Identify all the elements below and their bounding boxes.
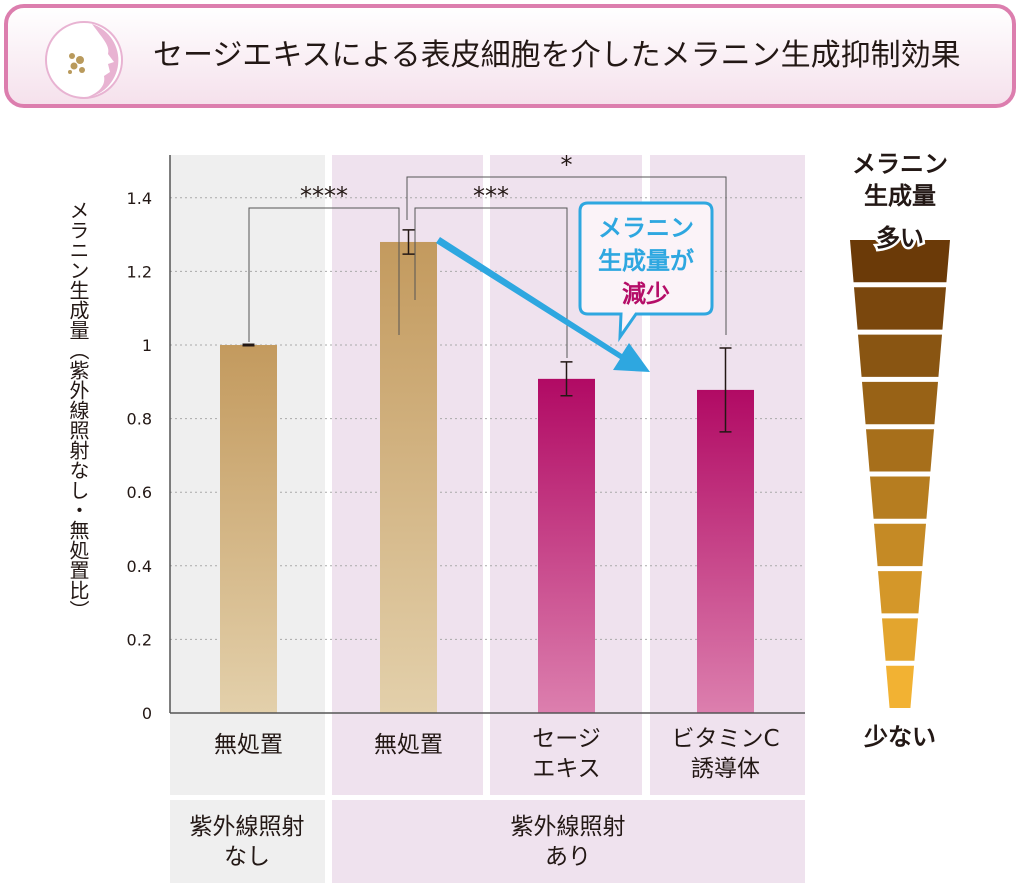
- error-bar: [402, 229, 415, 255]
- scale-high-label: 多い: [876, 224, 924, 252]
- significance-label: ****: [300, 182, 348, 210]
- error-bar: [560, 361, 573, 397]
- y-tick-label: 0.4: [127, 557, 152, 576]
- scale-level: [858, 334, 942, 377]
- x-tick-label: エキス: [532, 756, 600, 782]
- bar: [697, 389, 754, 713]
- y-tick-label: 0.2: [127, 630, 152, 649]
- scale-title: 生成量: [864, 182, 936, 210]
- group-label: なし: [224, 844, 270, 870]
- bar: [380, 241, 437, 713]
- group-label: 紫外線照射: [190, 814, 305, 840]
- significance-bracket: [414, 207, 568, 358]
- bar: [538, 378, 595, 713]
- trend-arrow: [436, 237, 650, 372]
- scale-level: [862, 381, 938, 425]
- scale-low-label: 少ない: [863, 723, 936, 751]
- scale-title: メラニン: [852, 150, 948, 178]
- x-tick-label: 誘導体: [691, 756, 760, 782]
- scale-level: [886, 665, 914, 708]
- callout-line: 減少: [622, 280, 670, 308]
- y-tick-label: 0.8: [127, 410, 152, 429]
- y-axis-label: メラニン生成量（紫外線照射なし・無処置比）: [66, 200, 90, 620]
- scale-level: [850, 240, 950, 283]
- scale-level: [866, 429, 934, 472]
- significance-bracket: [406, 176, 727, 335]
- bar: [220, 345, 277, 713]
- callout-line: 生成量が: [598, 247, 694, 275]
- significance-bracket: [248, 207, 400, 342]
- title-banner: セージエキスによる表皮細胞を介したメラニン生成抑制効果: [4, 4, 1016, 108]
- face-profile-with-spots-icon: [45, 21, 123, 99]
- group-label: あり: [545, 844, 591, 870]
- group-label: 紫外線照射: [511, 814, 626, 840]
- x-tick-label: 無処置: [214, 732, 283, 758]
- chart-title: セージエキスによる表皮細胞を介したメラニン生成抑制効果: [153, 38, 961, 73]
- scale-level: [878, 571, 922, 614]
- callout-line: メラニン: [598, 214, 694, 242]
- significance-label: ***: [473, 182, 509, 210]
- y-tick-label: 0.6: [127, 483, 152, 502]
- y-tick-label: 1: [142, 336, 152, 355]
- x-tick-label: 無処置: [374, 732, 443, 758]
- y-tick-label: 1.2: [127, 262, 152, 281]
- scale-level: [854, 287, 946, 330]
- group-panel: [332, 800, 805, 883]
- significance-label: *: [561, 151, 573, 179]
- scale-level: [882, 618, 918, 661]
- group-panel: [170, 800, 325, 883]
- y-tick-label: 0: [142, 704, 152, 723]
- x-tick-label: ビタミンC: [671, 726, 779, 752]
- scale-level: [874, 523, 926, 567]
- scale-level: [870, 476, 930, 519]
- y-tick-label: 1.4: [127, 189, 152, 208]
- error-bar: [719, 347, 732, 433]
- x-tick-label: セージ: [532, 726, 601, 752]
- error-bar: [242, 343, 255, 347]
- callout-bubble: [578, 201, 714, 343]
